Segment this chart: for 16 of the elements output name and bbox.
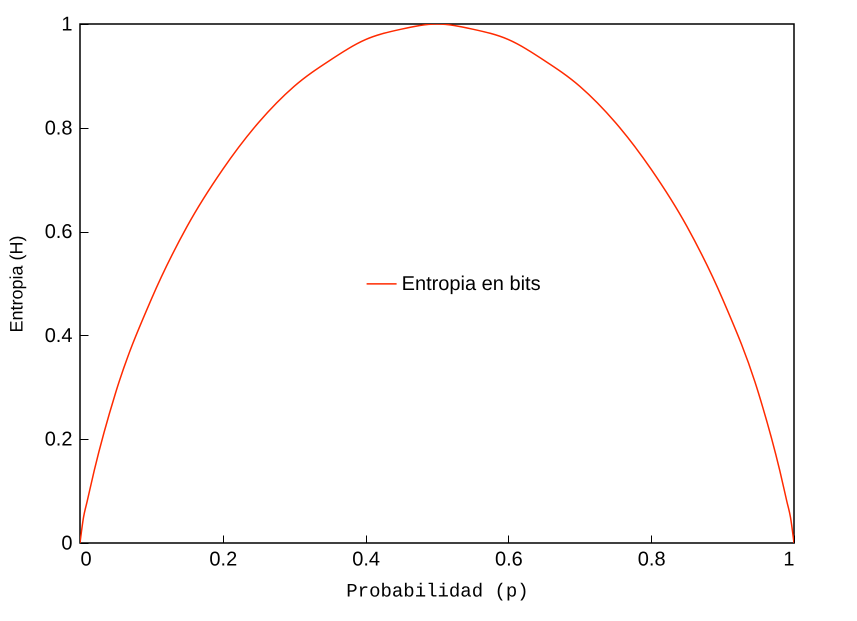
y-tick-label: 0.2 <box>44 428 72 451</box>
x-tick-label: 0.2 <box>209 548 238 570</box>
y-tick-label: 0.6 <box>44 221 72 244</box>
x-tick-label: 0.8 <box>638 548 666 570</box>
line-series <box>80 24 794 543</box>
x-axis-title: Probabilidad (p) <box>346 580 529 602</box>
y-tick-label: 0.4 <box>44 324 72 347</box>
x-tick-label: 0 <box>80 548 92 570</box>
x-tick-label: 1 <box>783 548 794 570</box>
legend-label: Entropia en bits <box>402 272 541 295</box>
y-tick-label: 0.8 <box>44 117 72 140</box>
y-tick-label: 0 <box>61 532 72 554</box>
x-tick-label: 0.6 <box>494 548 523 570</box>
x-tick-label: 0.4 <box>352 548 380 570</box>
y-tick-label: 1 <box>61 14 72 36</box>
y-axis-title: Entropia (H) <box>6 235 27 333</box>
